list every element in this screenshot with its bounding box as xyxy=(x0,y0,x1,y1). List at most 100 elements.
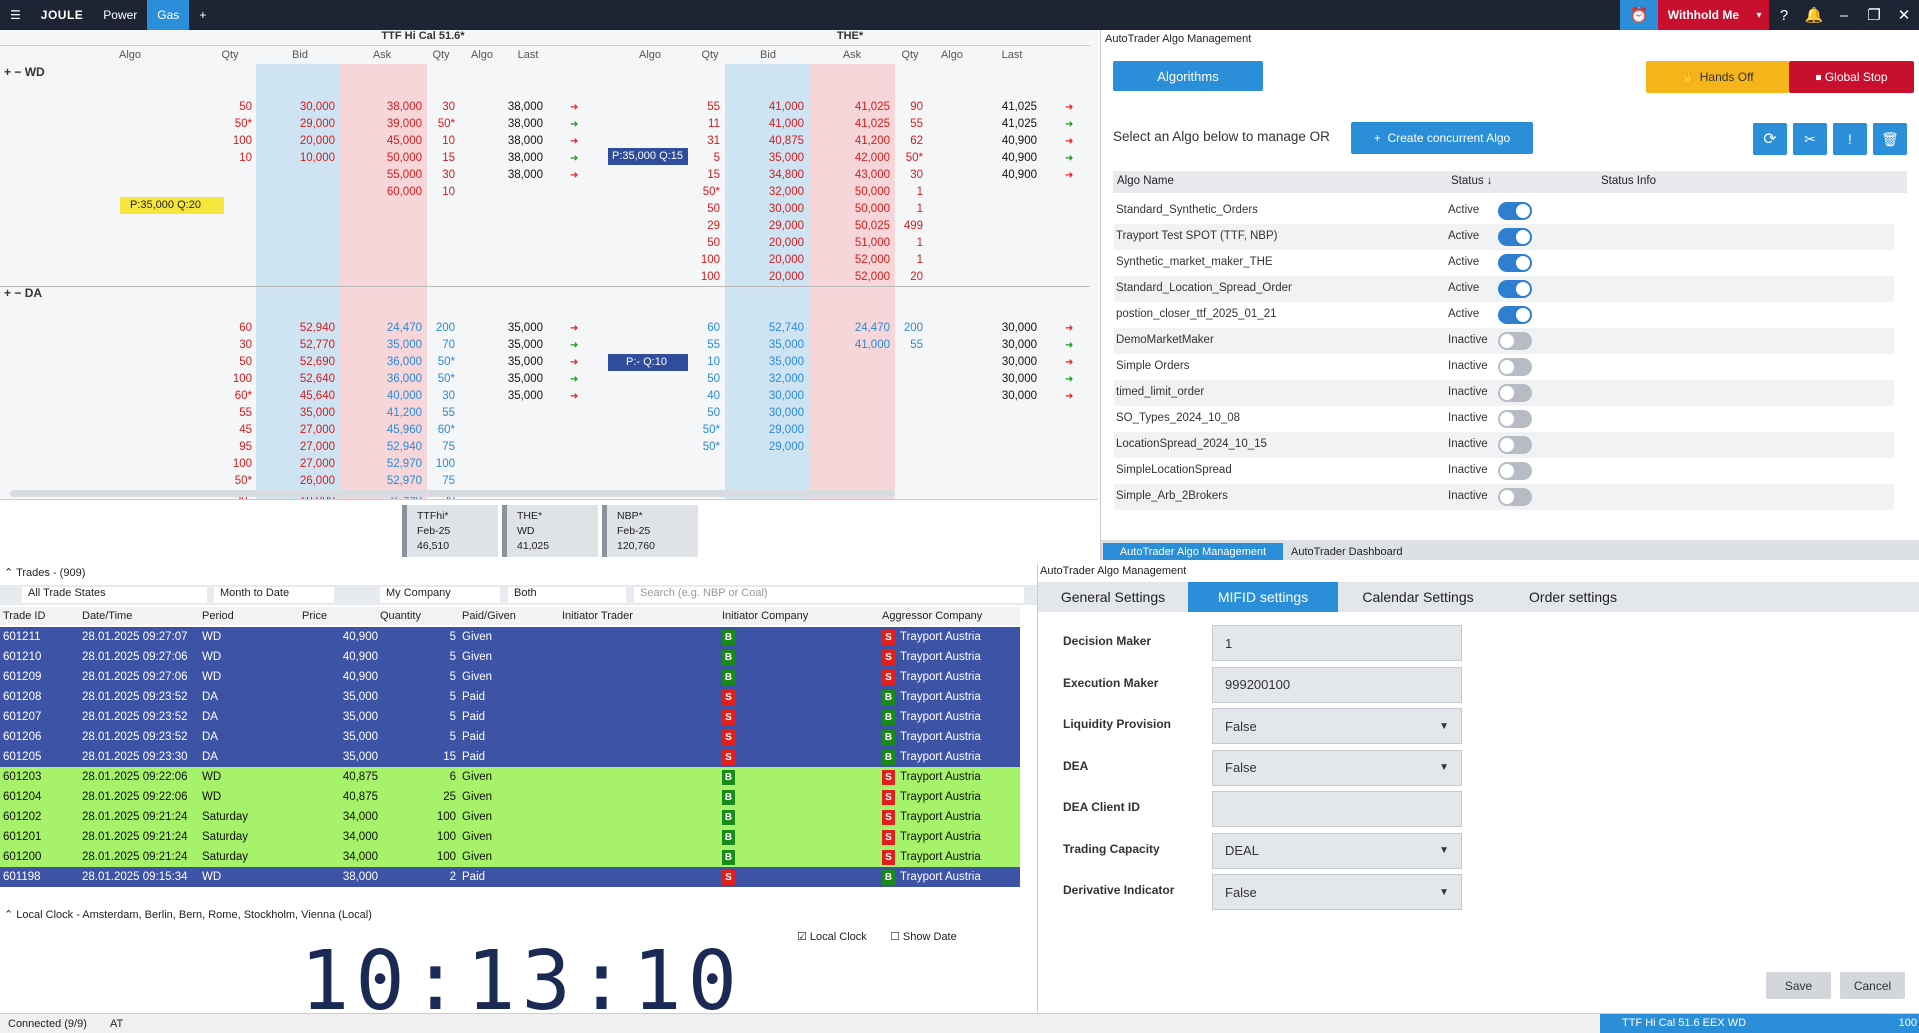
ask-price[interactable]: 52,000 xyxy=(854,254,890,266)
bid-price[interactable]: 30,000 xyxy=(768,390,804,402)
table-row[interactable]: 601201 28.01.2025 09:21:24 Saturday 34,000 1… xyxy=(0,827,1020,847)
algo-row[interactable]: Trayport Test SPOT (TTF, NBP) Active xyxy=(1114,224,1894,250)
status-toggle[interactable] xyxy=(1498,202,1532,220)
bid-price[interactable]: 27,000 xyxy=(299,458,335,470)
quantity[interactable]: 50 xyxy=(707,373,720,385)
bid-price[interactable]: 27,000 xyxy=(299,424,335,436)
quantity[interactable]: 1 xyxy=(916,186,923,198)
table-row[interactable]: 601206 28.01.2025 09:23:52 DA 35,000 5 Paid S B… xyxy=(0,727,1020,747)
bid-price[interactable]: 26,000 xyxy=(299,475,335,487)
tab-mifid[interactable]: MIFID settings xyxy=(1188,582,1338,612)
algorithms-tab[interactable]: Algorithms xyxy=(1113,61,1263,91)
ask-price[interactable]: 41,000 xyxy=(854,339,890,351)
ladder-col-header[interactable]: Algo xyxy=(118,49,142,61)
trade-col-header[interactable]: Aggressor Company xyxy=(882,610,983,622)
tab-gas[interactable]: Gas xyxy=(147,0,190,30)
quantity[interactable]: 50* xyxy=(234,475,252,487)
trade-col-header[interactable]: Paid/Given xyxy=(462,610,516,622)
mifid-field[interactable]: False ▼ xyxy=(1212,708,1462,744)
bid-price[interactable]: 20,000 xyxy=(768,237,804,249)
quantity[interactable]: 15 xyxy=(707,169,720,181)
tab-power[interactable]: Power xyxy=(103,8,138,22)
last-price[interactable]: 30,000 xyxy=(1001,322,1037,334)
quantity[interactable]: 50* xyxy=(437,356,455,368)
trade-col-header[interactable]: Trade ID xyxy=(3,610,46,622)
bid-price[interactable]: 10,000 xyxy=(299,152,335,164)
ask-price[interactable]: 36,000 xyxy=(386,373,422,385)
tools-icon[interactable]: ✂ xyxy=(1793,123,1827,155)
quantity[interactable]: 15 xyxy=(442,152,455,164)
table-row[interactable]: 601202 28.01.2025 09:21:24 Saturday 34,000 1… xyxy=(0,807,1020,827)
algo-row[interactable]: SimpleLocationSpread Inactive xyxy=(1114,458,1894,484)
ask-price[interactable]: 45,000 xyxy=(386,135,422,147)
bid-price[interactable]: 40,875 xyxy=(768,135,804,147)
ladder-col-header[interactable]: Algo xyxy=(638,49,662,61)
status-toggle[interactable] xyxy=(1498,254,1532,272)
quantity[interactable]: 31 xyxy=(707,135,720,147)
trade-col-header[interactable]: Quantity xyxy=(380,610,421,622)
ladder-col-header[interactable]: Qty xyxy=(432,49,450,61)
col-algo-name[interactable]: Algo Name xyxy=(1117,175,1174,187)
save-button[interactable]: Save xyxy=(1766,972,1831,999)
date-range-filter[interactable]: Month to Date xyxy=(214,587,334,603)
ask-price[interactable]: 24,470 xyxy=(854,322,890,334)
bid-price[interactable]: 52,690 xyxy=(299,356,335,368)
ask-price[interactable]: 51,000 xyxy=(854,237,890,249)
algo-row[interactable]: SO_Types_2024_10_08 Inactive xyxy=(1114,406,1894,432)
quantity[interactable]: 50* xyxy=(437,373,455,385)
withhold-me-button[interactable]: Withhold Me xyxy=(1657,0,1749,30)
last-price[interactable]: 30,000 xyxy=(1001,390,1037,402)
ask-price[interactable]: 52,000 xyxy=(854,271,890,283)
last-price[interactable]: 35,000 xyxy=(507,390,543,402)
bid-price[interactable]: 20,000 xyxy=(768,254,804,266)
bid-price[interactable]: 52,940 xyxy=(299,322,335,334)
bid-price[interactable]: 30,000 xyxy=(768,407,804,419)
ask-price[interactable]: 40,000 xyxy=(386,390,422,402)
status-toggle[interactable] xyxy=(1498,410,1532,428)
ladder-col-header[interactable]: Bid xyxy=(760,49,776,61)
status-toggle[interactable] xyxy=(1498,332,1532,350)
algo-order-badge[interactable]: P:35,000 Q:20 xyxy=(120,197,224,214)
show-date-checkbox[interactable]: ☐ Show Date xyxy=(890,931,957,943)
algo-row[interactable]: Simple_Arb_2Brokers Inactive xyxy=(1114,484,1894,510)
tab-dashboard[interactable]: AutoTrader Dashboard xyxy=(1291,546,1403,558)
quantity[interactable]: 55 xyxy=(707,339,720,351)
ask-price[interactable]: 50,000 xyxy=(854,203,890,215)
quantity[interactable]: 60* xyxy=(437,424,455,436)
quantity[interactable]: 70 xyxy=(442,339,455,351)
quantity[interactable]: 55 xyxy=(442,407,455,419)
algo-row[interactable]: postion_closer_ttf_2025_01_21 Active xyxy=(1114,302,1894,328)
alarm-clock-icon[interactable]: ⏰ xyxy=(1619,0,1658,30)
quantity[interactable]: 60 xyxy=(707,322,720,334)
cancel-button[interactable]: Cancel xyxy=(1840,972,1905,999)
quantity[interactable]: 50* xyxy=(702,186,720,198)
bid-price[interactable]: 29,000 xyxy=(768,441,804,453)
last-price[interactable]: 30,000 xyxy=(1001,373,1037,385)
trade-col-header[interactable]: Initiator Trader xyxy=(562,610,633,622)
bid-price[interactable]: 27,000 xyxy=(299,441,335,453)
status-toggle[interactable] xyxy=(1498,436,1532,454)
ask-price[interactable]: 55,000 xyxy=(386,169,422,181)
last-price[interactable]: 38,000 xyxy=(507,118,543,130)
quantity[interactable]: 30 xyxy=(442,390,455,402)
quantity[interactable]: 10 xyxy=(707,356,720,368)
quantity[interactable]: 30 xyxy=(239,339,252,351)
quantity[interactable]: 55 xyxy=(239,407,252,419)
bid-price[interactable]: 20,000 xyxy=(768,271,804,283)
quantity[interactable]: 30 xyxy=(442,101,455,113)
mifid-field[interactable]: DEAL ▼ xyxy=(1212,832,1462,869)
last-price[interactable]: 35,000 xyxy=(507,356,543,368)
ladder-col-header[interactable]: Qty xyxy=(901,49,919,61)
bid-price[interactable]: 29,000 xyxy=(768,424,804,436)
ask-price[interactable]: 50,000 xyxy=(854,186,890,198)
bid-price[interactable]: 32,000 xyxy=(768,186,804,198)
ask-price[interactable]: 41,025 xyxy=(854,118,890,130)
last-price[interactable]: 38,000 xyxy=(507,152,543,164)
price-card[interactable]: THE* WD 41,025 xyxy=(502,505,598,557)
last-price[interactable]: 30,000 xyxy=(1001,339,1037,351)
quantity[interactable]: 50 xyxy=(239,101,252,113)
quantity[interactable]: 10 xyxy=(442,135,455,147)
table-row[interactable]: 601211 28.01.2025 09:27:07 WD 40,900 5 Given B… xyxy=(0,627,1020,647)
bid-price[interactable]: 29,000 xyxy=(768,220,804,232)
quantity[interactable]: 29 xyxy=(707,220,720,232)
